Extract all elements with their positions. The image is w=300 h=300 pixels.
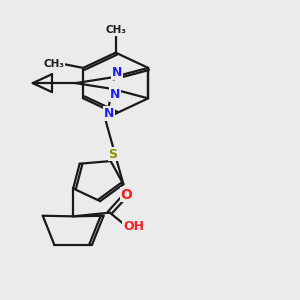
Text: CH₃: CH₃ (44, 59, 64, 69)
Text: N: N (112, 66, 122, 79)
Text: S: S (109, 148, 118, 161)
Text: CH₃: CH₃ (105, 25, 126, 35)
Text: N: N (104, 107, 114, 120)
Text: N: N (110, 88, 120, 101)
Text: O: O (120, 188, 132, 202)
Text: OH: OH (123, 220, 144, 233)
